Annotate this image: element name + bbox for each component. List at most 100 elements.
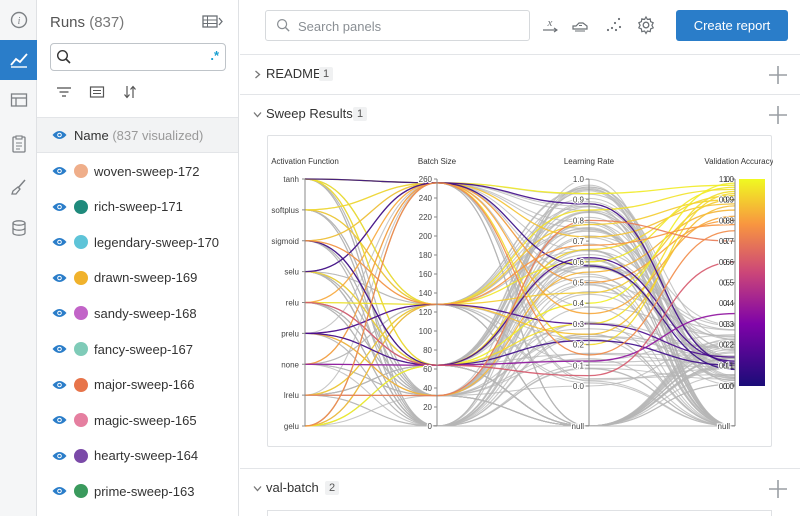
run-color-dot[interactable] [74, 164, 88, 178]
smoothing-icon[interactable] [570, 15, 590, 35]
create-report-button[interactable]: Create report [676, 10, 788, 41]
sort-icon[interactable] [122, 84, 138, 100]
run-line[interactable] [304, 178, 736, 306]
report-rail-button[interactable] [0, 124, 37, 164]
run-name[interactable]: magic-sweep-165 [94, 412, 197, 428]
run-name[interactable]: rich-sweep-171 [94, 199, 183, 215]
run-line[interactable] [304, 219, 736, 397]
filter-icon[interactable] [56, 84, 72, 100]
run-name[interactable]: sandy-sweep-168 [94, 305, 197, 321]
run-name[interactable]: woven-sweep-172 [94, 163, 200, 179]
run-line[interactable] [304, 257, 736, 366]
run-color-dot[interactable] [74, 484, 88, 499]
run-line[interactable] [304, 178, 736, 366]
run-color-dot[interactable] [74, 270, 88, 285]
eye-icon[interactable] [52, 415, 67, 425]
parallel-coordinates-panel[interactable]: Activation Function tanh softplus sigmoid se… [267, 135, 773, 447]
artifacts-rail-button[interactable] [0, 208, 37, 248]
regex-toggle[interactable]: .* [210, 48, 219, 63]
section-header[interactable]: Sweep Results 1 [240, 95, 800, 135]
panel-search-input[interactable] [298, 16, 518, 36]
run-line[interactable] [304, 178, 736, 371]
info-rail-button[interactable]: i [0, 0, 37, 40]
run-name[interactable]: prime-sweep-163 [94, 483, 195, 499]
tick-label: sigmoid [271, 237, 299, 246]
run-color-dot[interactable] [74, 199, 88, 214]
charts-rail-button[interactable] [0, 40, 37, 80]
chevron-right-icon[interactable] [253, 70, 262, 79]
run-line[interactable] [304, 182, 736, 346]
run-line[interactable] [304, 312, 736, 366]
eye-icon[interactable] [52, 202, 67, 212]
gear-icon[interactable] [636, 15, 656, 35]
run-line[interactable] [304, 261, 736, 377]
run-line[interactable] [304, 182, 736, 427]
sweeps-rail-button[interactable] [0, 167, 37, 207]
eye-icon[interactable] [52, 451, 67, 461]
run-color-dot[interactable] [74, 342, 88, 356]
eye-icon[interactable] [52, 237, 67, 247]
eye-icon[interactable] [52, 166, 67, 176]
outliers-icon[interactable] [604, 15, 624, 35]
tick-label: 260 [419, 175, 433, 184]
section-readme: README 1 [240, 54, 800, 94]
eye-icon[interactable] [52, 130, 67, 140]
x-axis-icon[interactable]: x [540, 15, 560, 35]
run-row[interactable]: hearty-sweep-164 [37, 438, 238, 474]
run-line[interactable] [304, 182, 736, 365]
run-color-dot[interactable] [74, 235, 88, 250]
run-row[interactable]: sandy-sweep-168 [37, 295, 238, 331]
panel-search-field[interactable] [265, 10, 530, 41]
eye-icon[interactable] [52, 308, 67, 318]
chevron-down-icon[interactable] [253, 110, 262, 119]
group-icon[interactable] [89, 84, 105, 100]
run-row[interactable]: magic-sweep-165 [37, 402, 238, 438]
eye-icon[interactable] [52, 380, 67, 390]
run-row[interactable]: legendary-sweep-170 [37, 224, 238, 260]
run-row[interactable]: major-sweep-166 [37, 367, 238, 403]
run-line[interactable] [304, 303, 736, 358]
tick-label: relu [286, 299, 299, 308]
run-row[interactable]: prime-sweep-163 [37, 473, 238, 509]
run-color-dot[interactable] [74, 448, 88, 463]
run-row[interactable]: rich-sweep-171 [37, 189, 238, 225]
run-color-dot[interactable] [74, 377, 88, 392]
add-panel-icon[interactable] [768, 105, 788, 125]
section-header[interactable]: val-batch 2 [240, 469, 800, 509]
run-line[interactable] [304, 182, 736, 242]
run-row[interactable]: woven-sweep-172 [37, 153, 238, 189]
run-line[interactable] [304, 223, 736, 306]
section-header[interactable]: README 1 [240, 55, 800, 95]
run-line[interactable] [304, 199, 736, 306]
run-name[interactable]: fancy-sweep-167 [94, 341, 193, 357]
run-line[interactable] [304, 186, 736, 306]
search-icon [56, 49, 71, 64]
expand-table-icon[interactable] [202, 14, 224, 30]
run-line[interactable] [304, 182, 736, 427]
run-name[interactable]: major-sweep-166 [94, 377, 195, 393]
run-line[interactable] [304, 240, 736, 366]
eye-icon[interactable] [52, 344, 67, 354]
runs-search-field[interactable]: .* [50, 43, 226, 71]
run-name[interactable]: drawn-sweep-169 [94, 270, 198, 286]
run-line[interactable] [304, 209, 736, 397]
tick-label: 0.5 [573, 279, 585, 288]
run-line[interactable] [304, 182, 736, 315]
run-color-dot[interactable] [74, 413, 88, 428]
eye-icon[interactable] [52, 273, 67, 283]
table-rail-button[interactable] [0, 80, 37, 120]
add-panel-icon[interactable] [768, 479, 788, 499]
runs-name-header[interactable]: Name (837 visualized) [37, 117, 238, 153]
background-run-line [304, 178, 736, 427]
run-color-dot[interactable] [74, 306, 88, 321]
run-row[interactable]: drawn-sweep-169 [37, 260, 238, 296]
run-name[interactable]: hearty-sweep-164 [94, 448, 199, 464]
run-row[interactable]: fancy-sweep-167 [37, 331, 238, 367]
chevron-down-icon[interactable] [253, 484, 262, 493]
add-panel-icon[interactable] [768, 65, 788, 85]
run-line[interactable] [304, 205, 736, 427]
run-name[interactable]: legendary-sweep-170 [94, 234, 220, 250]
tick-label: 0.9 [573, 196, 585, 205]
run-line[interactable] [304, 182, 736, 364]
eye-icon[interactable] [52, 486, 67, 496]
